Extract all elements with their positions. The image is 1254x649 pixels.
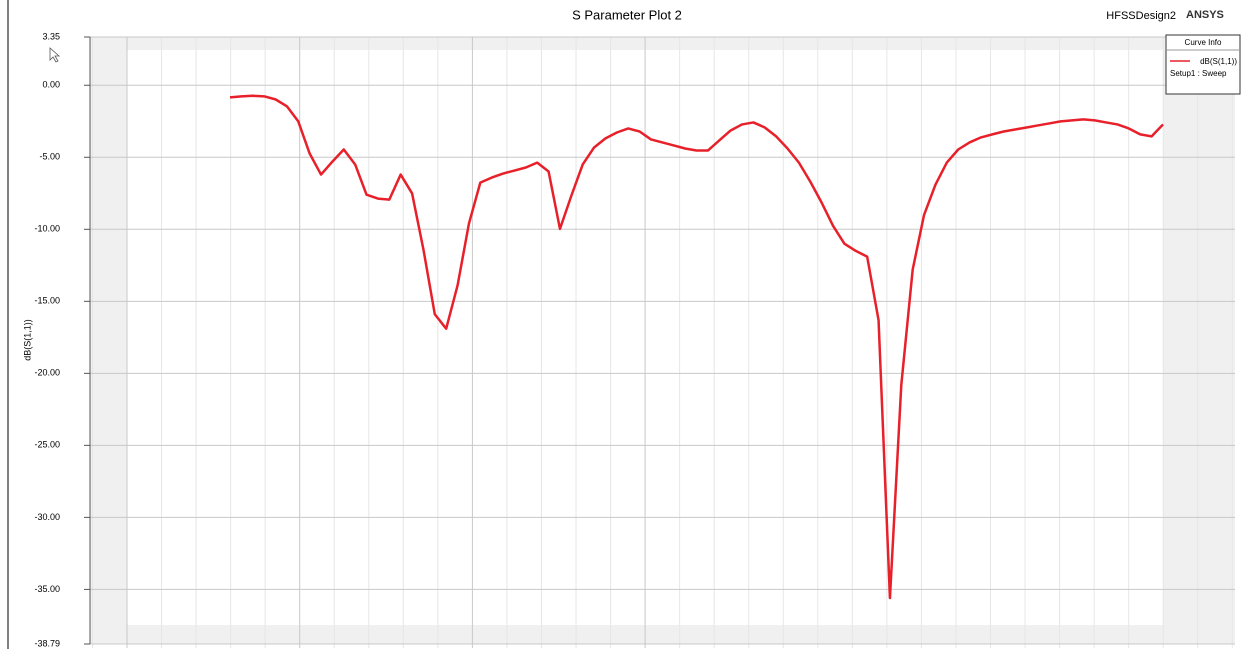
- y-tick-label: 0.00: [42, 80, 60, 90]
- legend-box: [1165, 34, 1241, 95]
- brand: ANSYS: [1186, 9, 1224, 21]
- design-label: HFSSDesign2: [1106, 10, 1176, 22]
- chart-title: S Parameter Plot 2: [572, 7, 682, 22]
- y-tick-label: -30.00: [34, 512, 60, 522]
- legend-entry: dB(S(1,1)): [1200, 57, 1237, 66]
- y-tick-label: -38.79: [34, 638, 60, 648]
- y-tick-label: -35.00: [34, 584, 60, 594]
- y-tick-label: -15.00: [34, 296, 60, 306]
- y-axis-label: dB(S(1,1)): [22, 319, 32, 361]
- cursor: [49, 47, 61, 63]
- series-line: [229, 94, 1164, 600]
- x-grid: [91, 37, 1233, 648]
- legend-title: Curve Info: [1185, 38, 1222, 47]
- y-tick-label: -20.00: [34, 368, 60, 378]
- y-tick-label: 3.35: [42, 31, 60, 41]
- y-tick-label: -25.00: [34, 440, 60, 450]
- legend: Curve Info dB(S(1,1)) Setup1 : Sweep: [1165, 34, 1241, 95]
- legend-sweep: Setup1 : Sweep: [1170, 69, 1227, 78]
- y-tick-label: -10.00: [34, 224, 60, 234]
- y-tick-label: -5.00: [39, 152, 60, 162]
